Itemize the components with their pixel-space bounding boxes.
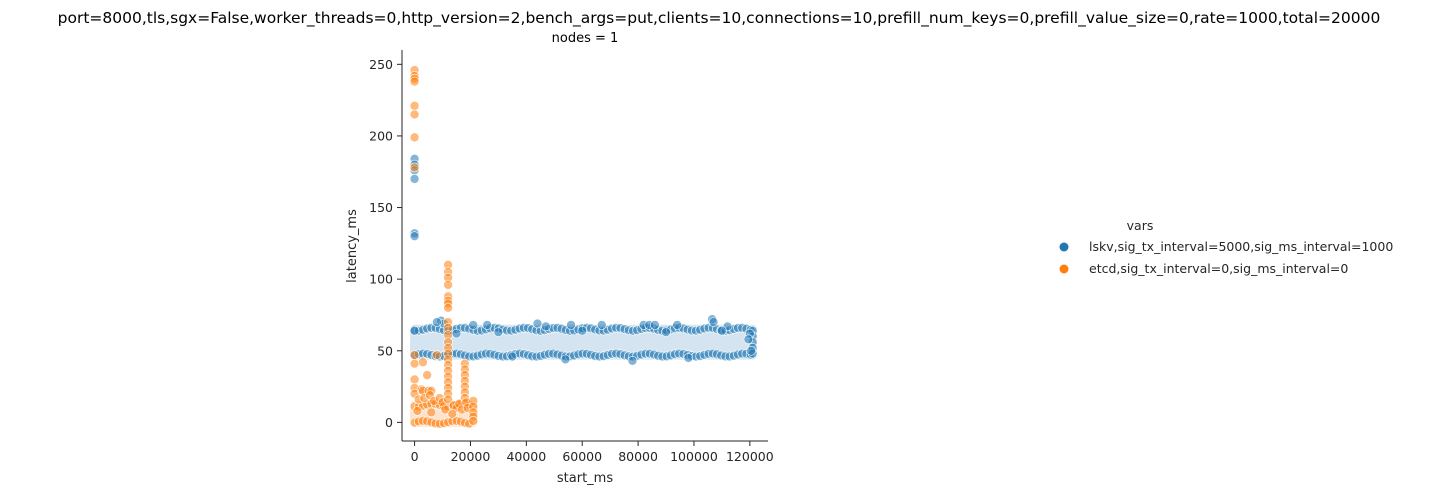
- y-tick-label: 50: [377, 343, 393, 358]
- data-point-series-0: [746, 345, 757, 356]
- data-point-series-1: [412, 406, 423, 416]
- data-point-series-1: [443, 303, 453, 313]
- x-tick-label: 20000: [451, 449, 491, 464]
- data-point-series-0: [409, 325, 420, 336]
- legend-item-lskv: lskv,sig_tx_interval=5000,sig_ms_interva…: [1059, 239, 1393, 254]
- data-point-series-1: [409, 374, 420, 385]
- data-point-series-1: [432, 350, 442, 360]
- y-tick-label: 100: [369, 272, 393, 287]
- data-point-series-1: [409, 132, 420, 143]
- data-point-series-1: [409, 76, 420, 87]
- y-tick-label: 150: [369, 200, 393, 215]
- x-tick-label: 80000: [618, 449, 658, 464]
- data-point-series-0: [596, 320, 607, 330]
- scatter-points: [409, 65, 758, 426]
- data-point-series-1: [409, 101, 420, 111]
- data-point-series-0: [566, 320, 576, 330]
- data-point-series-0: [743, 334, 754, 345]
- chart-subtitle: nodes = 1: [552, 31, 619, 46]
- data-point-series-0: [708, 317, 719, 327]
- data-point-series-1: [418, 357, 428, 368]
- data-point-series-0: [560, 354, 571, 365]
- data-point-series-0: [468, 320, 479, 330]
- x-axis-title: start_ms: [557, 471, 613, 486]
- data-point-series-0: [683, 353, 694, 363]
- data-point-series-0: [661, 327, 671, 337]
- data-point-series-0: [532, 318, 543, 329]
- x-tick-label: 60000: [562, 449, 602, 464]
- plot-area: [409, 65, 758, 429]
- chart-title: port=8000,tls,sgx=False,worker_threads=0…: [58, 9, 1381, 28]
- data-point-series-0: [577, 325, 588, 336]
- legend-marker-etcd: [1059, 264, 1069, 274]
- data-point-series-0: [432, 317, 442, 327]
- data-point-series-1: [409, 350, 420, 360]
- data-point-series-0: [451, 328, 462, 339]
- legend-label-etcd: etcd,sig_tx_interval=0,sig_ms_interval=0: [1089, 261, 1348, 276]
- data-point-series-1: [422, 370, 432, 380]
- data-point-series-1: [409, 358, 420, 369]
- legend-label-lskv: lskv,sig_tx_interval=5000,sig_ms_interva…: [1089, 239, 1393, 254]
- x-tick-label: 40000: [506, 449, 546, 464]
- x-tick-label: 120000: [726, 449, 774, 464]
- data-point-series-0: [627, 355, 638, 366]
- data-point-series-0: [507, 351, 518, 362]
- data-point-series-0: [672, 320, 682, 330]
- data-point-series-1: [409, 109, 420, 120]
- data-point-series-0: [717, 325, 727, 336]
- y-tick-label: 200: [369, 128, 393, 143]
- y-tick-label: 0: [385, 415, 393, 430]
- data-point-series-1: [409, 162, 420, 173]
- x-tick-label: 100000: [670, 449, 718, 464]
- data-point-series-0: [541, 321, 551, 332]
- data-point-series-1: [443, 280, 453, 290]
- legend-title: vars: [1127, 218, 1154, 233]
- data-point-series-0: [650, 320, 660, 330]
- data-point-series-0: [409, 174, 420, 184]
- x-tick-label: 0: [411, 449, 419, 464]
- data-point-series-1: [468, 416, 479, 426]
- data-point-series-0: [493, 327, 504, 337]
- data-point-series-1: [443, 394, 453, 405]
- y-tick-label: 250: [369, 57, 393, 72]
- data-point-series-1: [440, 404, 451, 415]
- data-point-series-0: [482, 320, 493, 330]
- x-ticks: 0 20000 40000 60000 80000 100000 120000: [411, 441, 774, 464]
- legend: vars lskv,sig_tx_interval=5000,sig_ms_in…: [1059, 218, 1393, 276]
- y-axis-title: latency_ms: [345, 209, 360, 283]
- legend-item-etcd: etcd,sig_tx_interval=0,sig_ms_interval=0: [1059, 261, 1348, 276]
- data-point-series-0: [409, 231, 420, 241]
- legend-marker-lskv: [1059, 242, 1069, 252]
- y-ticks: 0 50 100 150 200 250: [369, 57, 402, 430]
- data-point-series-1: [447, 408, 458, 419]
- data-point-series-1: [426, 407, 437, 418]
